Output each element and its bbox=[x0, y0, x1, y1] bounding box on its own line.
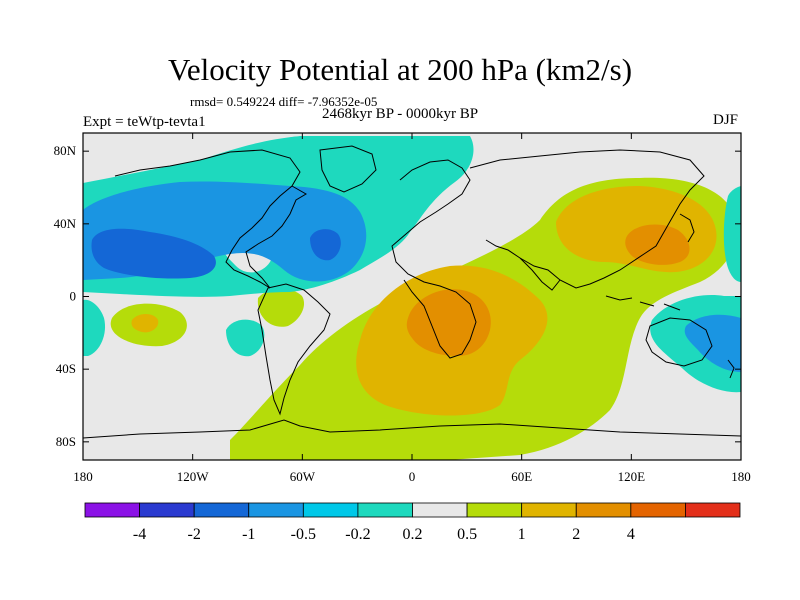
lat-tick-label: 80S bbox=[56, 434, 76, 449]
lon-tick-label: 120W bbox=[177, 469, 210, 484]
colorbar-swatch-0 bbox=[84, 502, 140, 518]
season-label: DJF bbox=[712, 112, 738, 128]
colorbar-label: -4 bbox=[133, 526, 146, 543]
map-plot-area bbox=[83, 133, 741, 460]
colorbar-swatch-3 bbox=[248, 502, 304, 518]
colorbar-label: 4 bbox=[627, 526, 635, 543]
coast-japan bbox=[679, 213, 695, 243]
lon-tick-label: 180 bbox=[731, 469, 751, 484]
colorbar-swatch-11 bbox=[685, 502, 741, 518]
field-positive-mid-pacific bbox=[131, 314, 159, 333]
lat-tick-label: 0 bbox=[70, 289, 77, 304]
colorbar-label: 2 bbox=[572, 526, 580, 543]
colorbar-swatch-2 bbox=[193, 502, 250, 518]
colorbar-swatch-9 bbox=[575, 502, 632, 518]
colorbar-label: -2 bbox=[188, 526, 201, 543]
lon-tick-label: 180 bbox=[73, 469, 93, 484]
field-negative-south-pacific-small bbox=[226, 319, 265, 357]
stats-text: rmsd= 0.549224 diff= -7.96352e-05 bbox=[190, 94, 378, 109]
colorbar-swatch-7 bbox=[466, 502, 523, 518]
coast-north-america bbox=[114, 149, 307, 289]
lon-tick-label: 0 bbox=[409, 469, 416, 484]
colorbar-swatch-10 bbox=[630, 502, 686, 518]
colorbar-label: 0.5 bbox=[457, 526, 477, 543]
field-positive-high-asia bbox=[625, 224, 690, 265]
colorbar-label: -0.5 bbox=[291, 526, 316, 543]
field-negative-southwest-pacific bbox=[83, 299, 106, 356]
colorbar-swatch-4 bbox=[302, 502, 359, 518]
colorbar-label: -1 bbox=[242, 526, 255, 543]
coast-antarctica bbox=[83, 419, 741, 439]
lon-tick-label: 120E bbox=[618, 469, 646, 484]
lon-tick-label: 60W bbox=[290, 469, 316, 484]
field-positive-samerica bbox=[257, 288, 305, 327]
colorbar-swatch-5 bbox=[357, 502, 413, 518]
lat-tick-label: 40S bbox=[56, 361, 76, 376]
colorbar-label: -0.2 bbox=[345, 526, 370, 543]
colorbar-swatch-6 bbox=[412, 502, 468, 518]
contour-fields bbox=[83, 133, 741, 460]
coastlines bbox=[83, 145, 741, 439]
field-negative-high-atlantic bbox=[310, 229, 341, 261]
lat-tick-label: 40N bbox=[54, 216, 77, 231]
field-negative-high-pacific bbox=[91, 228, 216, 279]
axis-ticks: 180 120W 60W 0 60E 120E 180 80N 40N 0 40S 80S bbox=[54, 133, 751, 484]
plot-title: Velocity Potential at 200 hPa (km2/s) bbox=[167, 52, 633, 87]
coast-asia bbox=[469, 149, 705, 289]
colorbar-swatch-1 bbox=[139, 502, 195, 518]
lat-tick-label: 80N bbox=[54, 143, 77, 158]
colorbar: -4 -2 -1 -0.5 -0.2 0.2 0.5 1 2 4 bbox=[84, 502, 741, 543]
field-negative-mid-west-pacific bbox=[684, 314, 741, 372]
lon-tick-label: 60E bbox=[511, 469, 532, 484]
coast-india bbox=[519, 257, 561, 291]
colorbar-label: 0.2 bbox=[403, 526, 423, 543]
coast-south-america bbox=[257, 283, 331, 416]
coast-indonesia bbox=[605, 295, 681, 311]
experiment-label: Expt = teWtp-tevta1 bbox=[83, 114, 206, 130]
coast-australia bbox=[645, 317, 713, 367]
coast-new-zealand bbox=[727, 359, 735, 379]
colorbar-label: 1 bbox=[518, 526, 526, 543]
coast-greenland bbox=[319, 145, 377, 193]
field-negative-east-edge bbox=[723, 186, 741, 282]
field-neutral-arctic bbox=[83, 133, 741, 178]
coast-europe-africa bbox=[391, 159, 477, 359]
period-text: 2468kyr BP - 0000kyr BP bbox=[321, 106, 479, 122]
colorbar-swatch-8 bbox=[521, 502, 577, 518]
